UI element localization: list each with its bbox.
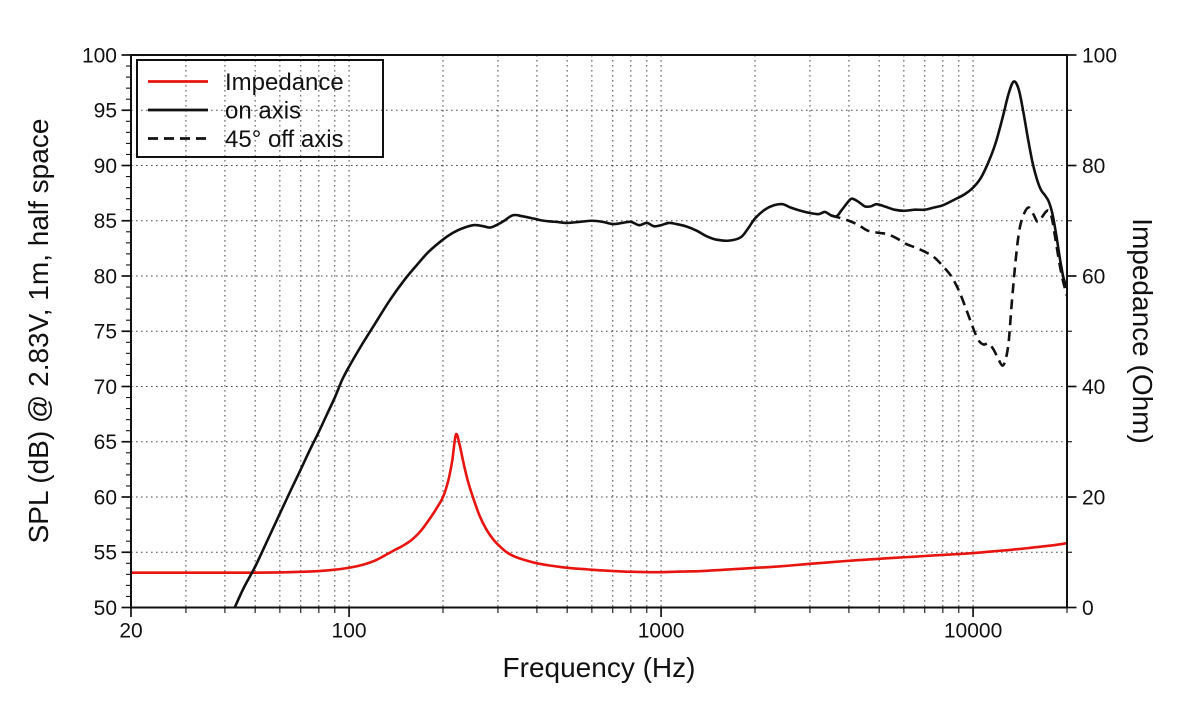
off-axis-curve	[830, 206, 1067, 367]
x-axis-title: Frequency (Hz)	[503, 652, 696, 683]
impedance-curve	[131, 432, 1067, 575]
y-left-tick-label: 55	[94, 542, 117, 565]
data-curves	[131, 80, 1067, 608]
y-left-tick-label: 100	[82, 44, 117, 67]
y-left-tick-label: 95	[94, 100, 117, 123]
on-axis-curve	[233, 80, 1067, 608]
y-left-tick-label: 50	[94, 597, 117, 620]
axis-tick-labels: 20 100 1000 1000050556065707580859095100020…	[82, 44, 1117, 642]
y-left-tick-label: 70	[94, 376, 117, 399]
y-right-tick-label: 60	[1082, 265, 1105, 288]
y-right-tick-label: 0	[1082, 597, 1094, 620]
legend-box	[136, 59, 384, 158]
y-right-tick-label: 20	[1082, 486, 1105, 509]
x-tick-label: 100	[332, 620, 367, 643]
y-left-tick-label: 85	[94, 210, 117, 233]
legend-label-impedance: Impedance	[225, 69, 344, 96]
x-tick-label: 1000	[638, 620, 685, 643]
plot-frame	[130, 54, 1068, 609]
y-right-tick-label: 100	[1082, 44, 1117, 67]
y-left-tick-label: 65	[94, 431, 117, 454]
legend-item-off-axis: 45° off axis	[148, 126, 344, 153]
x-tick-label: 10000	[944, 620, 1002, 643]
y-right-tick-label: 80	[1082, 155, 1105, 178]
x-tick-label: 20	[119, 620, 142, 643]
legend-item-impedance: Impedance	[148, 69, 344, 96]
y-right-tick-label: 40	[1082, 376, 1105, 399]
y-left-tick-label: 60	[94, 486, 117, 509]
y-left-tick-label: 75	[94, 321, 117, 344]
y-left-tick-label: 80	[94, 265, 117, 288]
legend-label-on-axis: on axis	[225, 97, 301, 124]
y-left-axis-title: SPL (dB) @ 2.83V, 1m, half space	[23, 119, 54, 544]
legend-item-on-axis: on axis	[148, 97, 301, 124]
legend: Impedance on axis 45° off axis	[136, 59, 384, 158]
legend-label-off-axis: 45° off axis	[225, 126, 344, 153]
grid-lines	[131, 55, 1067, 608]
y-right-axis-title: Impedance (Ohm)	[1127, 218, 1158, 444]
y-left-tick-label: 90	[94, 155, 117, 178]
